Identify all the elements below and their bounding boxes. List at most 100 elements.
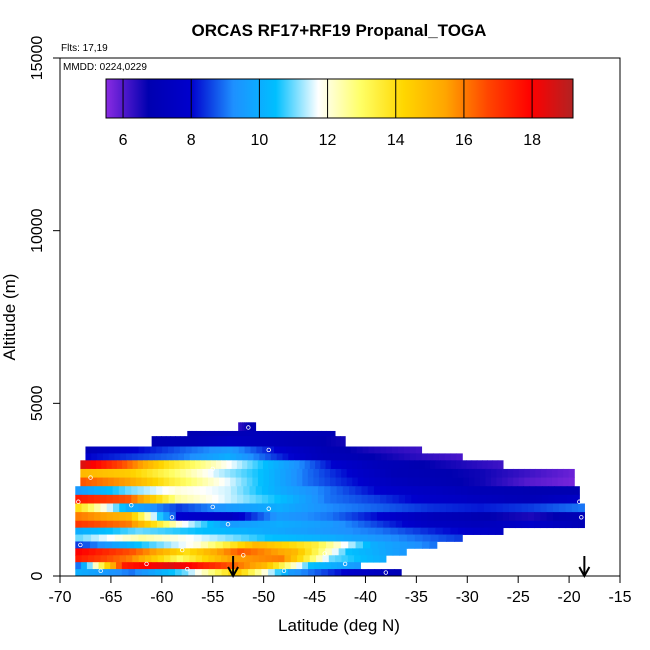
heatmap-cell: [276, 512, 284, 522]
heatmap-cell: [452, 468, 459, 478]
heatmap-cell: [163, 512, 171, 522]
heatmap-cell: [156, 562, 164, 570]
heatmap-cell: [127, 527, 136, 535]
heatmap-cell: [363, 477, 370, 487]
heatmap-cell: [303, 430, 309, 437]
heatmap-cell: [335, 534, 345, 542]
heatmap-cell: [251, 422, 255, 432]
heatmap-cell: [181, 486, 188, 496]
heatmap-cell: [320, 503, 328, 513]
heatmap-cell: [112, 520, 120, 529]
heatmap-cell: [282, 453, 289, 461]
heatmap-cell: [490, 503, 497, 513]
heatmap-cell: [264, 534, 274, 542]
heatmap-cell: [97, 453, 104, 461]
heatmap-cell: [240, 527, 249, 535]
heatmap-cell: [163, 503, 171, 513]
heatmap-cell: [483, 520, 491, 529]
heatmap-cell: [127, 562, 135, 570]
heatmap-cell: [276, 503, 284, 513]
heatmap-cell: [223, 548, 232, 556]
heatmap-cell: [119, 512, 127, 522]
heatmap-cell: [219, 512, 227, 522]
heatmap-cell: [181, 494, 188, 504]
heatmap-cell: [370, 520, 378, 529]
heatmap-cell: [138, 520, 146, 529]
heatmap-cell: [392, 453, 400, 461]
heatmap-cell: [96, 460, 102, 470]
heatmap-cell: [326, 512, 334, 522]
heatmap-cell: [210, 460, 217, 470]
heatmap-cell: [297, 436, 304, 447]
heatmap-cell: [230, 494, 238, 504]
heatmap-cell: [502, 477, 509, 487]
heatmap-cell: [365, 548, 374, 556]
heatmap-cell: [256, 534, 266, 542]
heatmap-cell: [498, 494, 506, 504]
heatmap-cell: [212, 494, 219, 504]
heatmap-cell: [124, 477, 131, 487]
heatmap-cell: [354, 555, 362, 563]
heatmap-cell: [122, 460, 128, 470]
heatmap-cell: [474, 468, 481, 478]
heatmap-cell: [330, 468, 337, 478]
heatmap-cell: [294, 453, 301, 461]
heatmap-cell: [351, 460, 358, 470]
heatmap-cell: [502, 503, 510, 513]
heatmap-cell: [412, 527, 421, 535]
heatmap-cell: [146, 468, 154, 478]
heatmap-cell: [289, 541, 298, 549]
heatmap-cell: [487, 460, 494, 470]
heatmap-cell: [75, 503, 83, 513]
heatmap-cell: [138, 503, 146, 513]
heatmap-cell: [424, 460, 431, 470]
heatmap-cell: [435, 477, 442, 487]
heatmap-cell: [394, 569, 402, 577]
heatmap-cell: [252, 477, 259, 487]
heatmap-cell: [224, 486, 232, 496]
heatmap-cell: [168, 494, 176, 504]
heatmap-cell: [97, 446, 104, 454]
heatmap-cell: [357, 468, 364, 478]
heatmap-cell: [175, 512, 183, 522]
heatmap-cells: [75, 422, 585, 577]
heatmap-cell: [162, 494, 170, 504]
heatmap-cell: [354, 569, 362, 577]
heatmap-cell: [257, 548, 265, 556]
heatmap-cell: [179, 436, 186, 447]
heatmap-cell: [163, 520, 171, 529]
heatmap-cell: [138, 446, 146, 454]
heatmap-cell: [183, 555, 190, 563]
heatmap-cell: [100, 486, 107, 496]
heatmap-cell: [288, 453, 295, 461]
heatmap-cell: [146, 477, 154, 487]
heatmap-cell: [295, 520, 303, 529]
heatmap-cell: [335, 555, 343, 563]
heatmap-cell: [150, 503, 158, 513]
heatmap-cell: [331, 562, 338, 570]
heatmap-cell: [301, 503, 309, 513]
heatmap-cell: [162, 562, 169, 570]
heatmap-cell: [517, 486, 524, 496]
heatmap-cell: [366, 555, 374, 563]
heatmap-cell: [314, 512, 321, 522]
heatmap-cell: [174, 477, 181, 487]
heatmap-cell: [106, 555, 114, 563]
heatmap-cell: [385, 548, 394, 556]
heatmap-cell: [175, 569, 183, 577]
heatmap-cell: [524, 468, 531, 478]
heatmap-cell: [189, 453, 197, 461]
heatmap-cell: [461, 460, 467, 470]
heatmap-cell: [307, 477, 315, 487]
heatmap-cell: [240, 555, 247, 563]
heatmap-cell: [559, 512, 567, 522]
heatmap-cell: [351, 534, 361, 542]
heatmap-cell: [269, 468, 276, 478]
heatmap-cell: [277, 527, 286, 535]
sample-points: [76, 425, 584, 575]
heatmap-cell: [315, 460, 321, 470]
heatmap-cell: [197, 562, 204, 570]
heatmap-cell: [405, 527, 414, 535]
heatmap-cell: [313, 477, 320, 487]
heatmap-cell: [91, 534, 100, 542]
